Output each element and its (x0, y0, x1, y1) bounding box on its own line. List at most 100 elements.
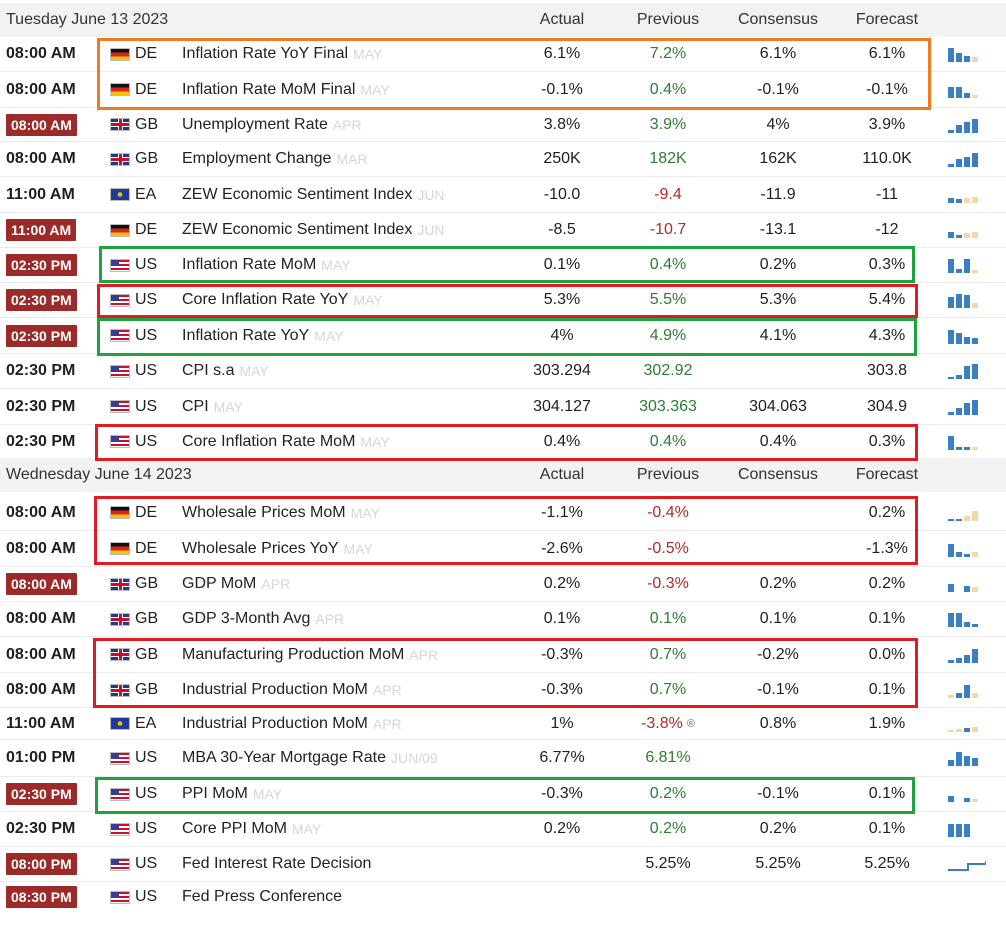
table-row[interactable]: 02:30 PM US PPI MoM MAY -0.3% 0.2% -0.1% 0.1% (0, 777, 1006, 812)
event-name-link[interactable]: PPI MoM (182, 785, 248, 802)
sparkline-cell[interactable] (946, 673, 990, 707)
table-row[interactable]: 02:30 PM US Core Inflation Rate YoY MAY 5.3%… (0, 283, 1006, 318)
table-row[interactable]: 02:30 PM US Inflation Rate YoY MAY 4% 4.9% 4.1… (0, 318, 1006, 354)
sparkline-cell[interactable] (946, 567, 990, 601)
sparkline-cell[interactable] (946, 108, 990, 141)
table-row[interactable]: 08:00 AM DE Wholesale Prices YoY MAY -2.6% -0… (0, 531, 1006, 567)
event-name-cell[interactable]: Industrial Production MoM APR (182, 708, 522, 739)
table-row[interactable]: 01:00 PM US MBA 30-Year Mortgage Rate JUN/0… (0, 740, 1006, 777)
event-name-cell[interactable]: CPI MAY (182, 389, 522, 424)
event-name-cell[interactable]: Inflation Rate YoY MAY (182, 318, 522, 353)
sparkline-cell[interactable] (946, 777, 990, 811)
table-row[interactable]: 02:30 PM US Core Inflation Rate MoM MAY 0.4%… (0, 425, 1006, 458)
event-name-link[interactable]: GDP MoM (182, 575, 257, 592)
sparkline-cell[interactable] (946, 283, 990, 317)
column-header-consensus[interactable]: Consensus (737, 466, 819, 483)
event-name-link[interactable]: Core Inflation Rate YoY (182, 291, 349, 308)
event-name-link[interactable]: Core PPI MoM (182, 820, 287, 837)
event-name-cell[interactable]: ZEW Economic Sentiment Index JUN (182, 213, 522, 247)
column-header-forecast[interactable]: Forecast (855, 11, 919, 28)
event-name-link[interactable]: Inflation Rate MoM Final (182, 80, 356, 98)
event-name-link[interactable]: Inflation Rate MoM (182, 256, 317, 273)
event-name-link[interactable]: Manufacturing Production MoM (182, 645, 405, 663)
event-name-cell[interactable]: Wholesale Prices MoM MAY (182, 495, 522, 530)
table-row[interactable]: 08:00 PM US Fed Interest Rate Decision 5.25… (0, 847, 1006, 882)
event-name-link[interactable]: Core Inflation Rate MoM (182, 432, 356, 450)
column-header-previous[interactable]: Previous (636, 466, 700, 483)
event-name-cell[interactable]: MBA 30-Year Mortgage Rate JUN/09 (182, 740, 522, 776)
table-row[interactable]: 02:30 PM US CPI MAY 304.127 303.363 304.063 304… (0, 389, 1006, 425)
table-row[interactable]: 02:30 PM US Core PPI MoM MAY 0.2% 0.2% 0.2% 0.1… (0, 812, 1006, 847)
event-name-link[interactable]: Industrial Production MoM (182, 681, 368, 698)
sparkline-cell[interactable] (946, 318, 990, 353)
sparkline-cell[interactable] (946, 495, 990, 530)
column-header-previous[interactable]: Previous (636, 11, 700, 28)
event-name-link[interactable]: Inflation Rate YoY (182, 326, 310, 344)
column-header-consensus[interactable]: Consensus (737, 11, 819, 28)
sparkline-cell[interactable] (946, 708, 990, 739)
sparkline-cell[interactable] (946, 389, 990, 424)
column-header-forecast[interactable]: Forecast (855, 466, 919, 483)
sparkline-cell[interactable] (946, 637, 990, 672)
table-row[interactable]: 11:00 AM EA ZEW Economic Sentiment Index JU… (0, 177, 1006, 213)
event-name-cell[interactable]: GDP 3-Month Avg APR (182, 602, 522, 636)
sparkline-cell[interactable] (946, 847, 990, 881)
event-name-cell[interactable]: Core Inflation Rate YoY MAY (182, 283, 522, 317)
event-name-cell[interactable]: Core PPI MoM MAY (182, 812, 522, 846)
table-row[interactable]: 08:30 PM US Fed Press Conference (0, 882, 1006, 912)
table-row[interactable]: 08:00 AM GB Unemployment Rate APR 3.8% 3.9% 4%… (0, 108, 1006, 142)
table-row[interactable]: 08:00 AM DE Wholesale Prices MoM MAY -1.1% -0… (0, 495, 1006, 531)
sparkline-cell[interactable] (946, 425, 990, 458)
table-row[interactable]: 02:30 PM US Inflation Rate MoM MAY 0.1% 0.4% 0… (0, 248, 1006, 283)
event-name-link[interactable]: ZEW Economic Sentiment Index (182, 221, 413, 238)
sparkline-cell[interactable] (946, 142, 990, 176)
event-name-link[interactable]: Industrial Production MoM (182, 714, 368, 732)
event-name-cell[interactable]: ZEW Economic Sentiment Index JUN (182, 177, 522, 212)
sparkline-cell[interactable] (946, 177, 990, 212)
event-name-cell[interactable]: Unemployment Rate APR (182, 108, 522, 141)
event-name-link[interactable]: Unemployment Rate (182, 115, 328, 133)
sparkline-cell[interactable] (946, 72, 990, 107)
table-row[interactable]: 11:00 AM DE ZEW Economic Sentiment Index JU… (0, 213, 1006, 248)
table-row[interactable]: 11:00 AM EA Industrial Production MoM APR 1%… (0, 708, 1006, 740)
event-name-link[interactable]: MBA 30-Year Mortgage Rate (182, 749, 386, 766)
sparkline-cell[interactable] (946, 213, 990, 247)
event-name-cell[interactable]: PPI MoM MAY (182, 777, 522, 811)
event-name-cell[interactable]: Industrial Production MoM APR (182, 673, 522, 707)
sparkline-cell[interactable] (946, 602, 990, 636)
event-name-cell[interactable]: Wholesale Prices YoY MAY (182, 531, 522, 566)
event-name-link[interactable]: Fed Press Conference (182, 888, 343, 905)
sparkline-cell[interactable] (946, 812, 990, 846)
sparkline-cell[interactable] (946, 248, 990, 282)
event-name-link[interactable]: Wholesale Prices YoY (182, 539, 339, 557)
column-header-actual[interactable]: Actual (539, 11, 585, 28)
event-name-link[interactable]: CPI (182, 397, 209, 415)
event-name-link[interactable]: Wholesale Prices MoM (182, 503, 346, 521)
event-name-cell[interactable]: Manufacturing Production MoM APR (182, 637, 522, 672)
event-name-cell[interactable]: Inflation Rate MoM MAY (182, 248, 522, 282)
table-row[interactable]: 08:00 AM GB GDP MoM APR 0.2% -0.3% 0.2% 0.2% (0, 567, 1006, 602)
event-name-cell[interactable]: Fed Press Conference (182, 882, 522, 912)
table-row[interactable]: 02:30 PM US CPI s.a MAY 303.294 302.92 303.8 (0, 354, 1006, 389)
event-name-link[interactable]: Employment Change (182, 150, 332, 167)
column-header-actual[interactable]: Actual (539, 466, 585, 483)
event-name-link[interactable]: Inflation Rate YoY Final (182, 45, 349, 62)
table-row[interactable]: 08:00 AM GB GDP 3-Month Avg APR 0.1% 0.1% 0.1%… (0, 602, 1006, 637)
table-row[interactable]: 08:00 AM DE Inflation Rate MoM Final MAY -0.… (0, 72, 1006, 108)
event-name-link[interactable]: Fed Interest Rate Decision (182, 855, 372, 872)
sparkline-cell[interactable] (946, 882, 990, 912)
table-row[interactable]: 08:00 AM DE Inflation Rate YoY Final MAY 6.1… (0, 37, 1006, 72)
sparkline-cell[interactable] (946, 740, 990, 776)
event-name-cell[interactable]: Inflation Rate MoM Final MAY (182, 72, 522, 107)
event-name-cell[interactable]: CPI s.a MAY (182, 354, 522, 388)
table-row[interactable]: 08:00 AM GB Employment Change MAR 250K 182K 16… (0, 142, 1006, 177)
event-name-cell[interactable]: Fed Interest Rate Decision (182, 847, 522, 881)
event-name-cell[interactable]: Core Inflation Rate MoM MAY (182, 425, 522, 458)
event-name-link[interactable]: GDP 3-Month Avg (182, 610, 311, 627)
event-name-cell[interactable]: Employment Change MAR (182, 142, 522, 176)
event-name-cell[interactable]: Inflation Rate YoY Final MAY (182, 37, 522, 71)
table-row[interactable]: 08:00 AM GB Manufacturing Production MoM AP… (0, 637, 1006, 673)
table-row[interactable]: 08:00 AM GB Industrial Production MoM APR -0… (0, 673, 1006, 708)
event-name-link[interactable]: ZEW Economic Sentiment Index (182, 185, 413, 203)
event-name-cell[interactable]: GDP MoM APR (182, 567, 522, 601)
